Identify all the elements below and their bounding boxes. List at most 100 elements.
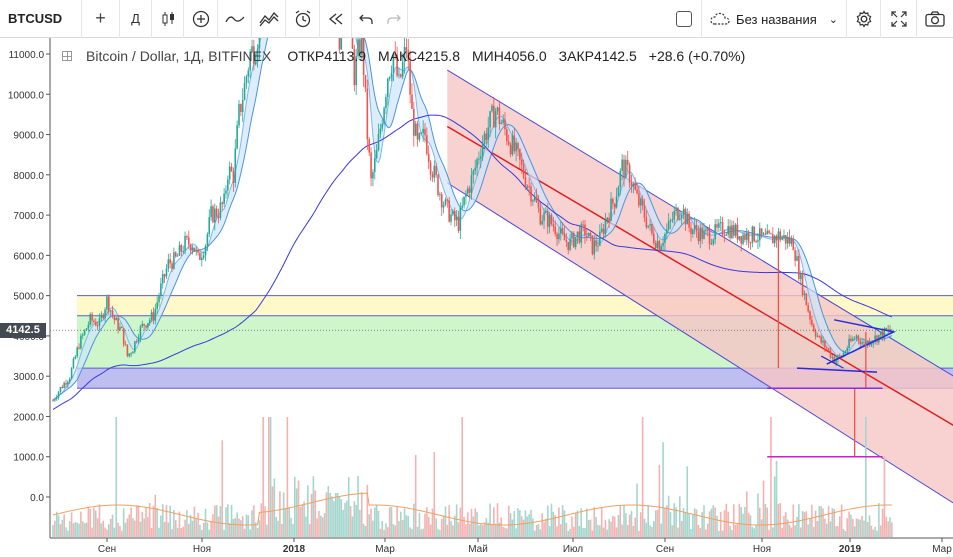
- redo-button[interactable]: [380, 0, 408, 38]
- volume-bar: [254, 522, 257, 537]
- volume-bar: [409, 527, 411, 537]
- add-symbol-button[interactable]: +: [82, 0, 120, 38]
- settings-button[interactable]: [847, 0, 881, 38]
- volume-bar: [81, 521, 84, 537]
- candle-body: [254, 61, 257, 65]
- candle-body: [801, 272, 804, 295]
- candle-body: [57, 391, 60, 398]
- y-tick-label: 5000.0: [13, 292, 44, 303]
- volume-bar: [535, 524, 538, 537]
- volume-bar: [809, 518, 811, 537]
- candle-body: [193, 247, 196, 252]
- volume-bar: [286, 417, 289, 537]
- volume-bar: [290, 517, 292, 537]
- candle-body: [532, 200, 534, 202]
- candle-body: [785, 235, 787, 244]
- replay-button[interactable]: [320, 0, 352, 38]
- chart-area[interactable]: 11000.0 10000.0 9000.0 8000.0 7000.0 6000.0 50…: [0, 38, 953, 557]
- candle-body: [141, 323, 144, 327]
- select-toggle[interactable]: [666, 0, 703, 38]
- volume-bar: [210, 520, 212, 537]
- candle-body: [106, 296, 108, 310]
- price-chart[interactable]: 11000.0 10000.0 9000.0 8000.0 7000.0 6000.0 50…: [0, 38, 953, 557]
- candle-body: [180, 245, 183, 252]
- candle-body: [444, 199, 447, 205]
- candle-body: [725, 234, 728, 236]
- indicators-button[interactable]: [184, 0, 218, 38]
- undo-icon: [359, 14, 373, 24]
- candle-body: [602, 228, 605, 234]
- layout-selector[interactable]: Без названия ⌄: [702, 0, 847, 38]
- volume-bar: [608, 519, 610, 537]
- volume-bar: [202, 522, 205, 537]
- candle-body: [827, 348, 830, 350]
- candle-body: [701, 227, 703, 239]
- volume-bar: [280, 523, 283, 537]
- fullscreen-button[interactable]: [881, 0, 917, 38]
- volume-bar: [528, 514, 530, 537]
- volume-bar: [807, 524, 809, 537]
- candle-body: [465, 193, 467, 197]
- alert-button[interactable]: [286, 0, 320, 38]
- candle-body: [669, 220, 672, 222]
- symbol-search[interactable]: BTCUSD: [0, 0, 82, 38]
- snapshot-button[interactable]: [917, 0, 953, 38]
- volume-bar: [831, 508, 834, 537]
- volume-bar: [387, 527, 389, 537]
- volume-bar: [550, 503, 553, 537]
- candle-body: [796, 256, 798, 261]
- volume-bar: [866, 521, 869, 537]
- y-tick-label: 7000.0: [13, 211, 44, 222]
- candle-body: [811, 319, 813, 325]
- volume-bar: [513, 511, 516, 537]
- candle-body: [359, 39, 361, 55]
- candle-body: [130, 353, 132, 355]
- volume-bar: [126, 518, 129, 537]
- collapse-icon[interactable]: [62, 51, 72, 61]
- volume-bar: [638, 530, 640, 537]
- volume-bar: [292, 524, 294, 537]
- volume-bar: [504, 527, 506, 537]
- candle-body: [366, 88, 369, 140]
- volume-bar: [329, 492, 331, 537]
- candle-body: [504, 119, 506, 130]
- wave-button[interactable]: [218, 0, 252, 38]
- volume-bar: [853, 526, 856, 537]
- candle-body: [680, 214, 683, 219]
- undo-button[interactable]: [352, 0, 380, 38]
- candle-body: [850, 338, 852, 341]
- symbol-label: BTCUSD: [8, 11, 63, 26]
- candles-button[interactable]: [152, 0, 184, 38]
- candle-body: [883, 328, 886, 339]
- volume-bar: [106, 529, 108, 537]
- candle-body: [76, 347, 78, 357]
- candle-body: [87, 324, 90, 329]
- triangle-leg: [820, 355, 844, 369]
- candle-body: [783, 235, 785, 238]
- candle-body: [887, 329, 889, 331]
- candle-body: [552, 223, 555, 227]
- volume-bar: [667, 495, 670, 537]
- volume-bar: [814, 510, 817, 537]
- volume-bar: [398, 521, 400, 537]
- volume-bar: [184, 519, 186, 537]
- volume-bar: [450, 520, 452, 537]
- candle-body: [775, 235, 778, 241]
- candle-body: [671, 219, 674, 221]
- volume-bar: [366, 484, 369, 537]
- compare-button[interactable]: [252, 0, 286, 38]
- candle-body: [788, 236, 791, 244]
- volume-bar: [816, 521, 819, 537]
- candle-body: [370, 152, 372, 179]
- interval-button[interactable]: Д: [120, 0, 152, 38]
- candle-body: [872, 341, 875, 344]
- candle-body: [481, 143, 484, 157]
- volume-bar: [641, 417, 644, 537]
- candle-body: [83, 330, 86, 335]
- volume-bar: [204, 508, 207, 537]
- volume-bar: [392, 524, 395, 537]
- candle-body: [879, 331, 882, 335]
- volume-bar: [297, 480, 300, 537]
- candle-body: [714, 224, 716, 240]
- candle-body: [660, 245, 663, 251]
